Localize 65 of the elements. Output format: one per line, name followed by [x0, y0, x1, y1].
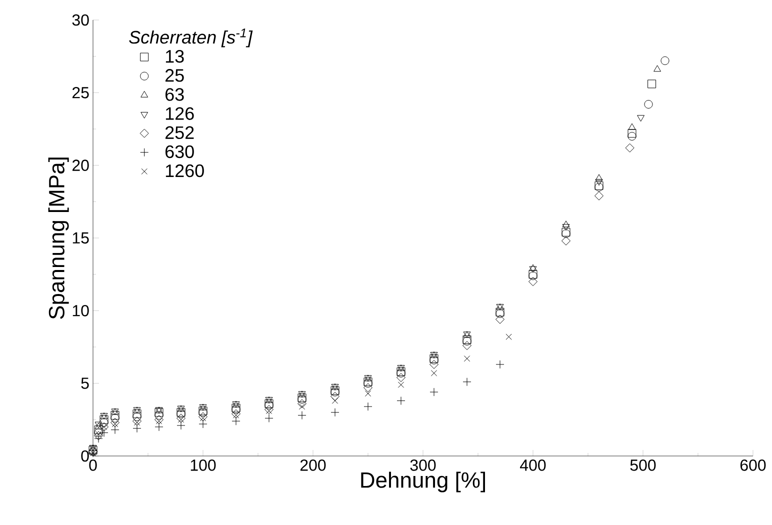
point	[430, 370, 438, 376]
point	[232, 412, 240, 418]
point	[637, 115, 645, 122]
point	[88, 446, 98, 454]
point	[398, 382, 404, 388]
legend-label: 630	[165, 145, 194, 158]
point	[94, 426, 103, 434]
point	[529, 264, 537, 271]
point	[132, 416, 142, 426]
y-tick-label: 10	[72, 305, 89, 316]
point	[110, 411, 120, 420]
point	[156, 418, 162, 424]
point	[648, 80, 656, 88]
point	[134, 419, 140, 426]
point	[562, 220, 570, 228]
point	[628, 129, 636, 138]
x-tick-label: 0	[89, 460, 97, 471]
point	[654, 65, 662, 72]
y-tick-label: 20	[72, 160, 89, 171]
point	[562, 224, 570, 231]
x-tick-label: 300	[410, 460, 436, 471]
point	[110, 414, 120, 422]
legend-label: 25	[165, 69, 184, 82]
x-axis-title: Dehnung [%]	[361, 472, 485, 492]
point	[628, 132, 636, 141]
point	[528, 277, 538, 286]
point	[112, 420, 118, 428]
legend-label: 126	[166, 107, 194, 120]
legend-label: 13	[166, 50, 184, 63]
legend-label: 252	[165, 126, 194, 140]
point	[178, 416, 184, 423]
point	[132, 410, 142, 418]
point	[132, 412, 142, 421]
point	[628, 123, 636, 130]
legend-label: 1260	[166, 164, 204, 178]
x-tick-label: 400	[520, 460, 546, 471]
point	[496, 314, 504, 324]
y-tick-label: 30	[72, 14, 89, 26]
legend-title: Scherraten [s$^{-1}$]	[129, 28, 253, 48]
point	[364, 390, 372, 397]
x-tick-label: 600	[740, 460, 766, 471]
point	[595, 174, 603, 181]
x-tick-label: 500	[630, 460, 656, 471]
point	[660, 56, 670, 65]
x-tick-label: 100	[190, 460, 216, 471]
y-tick-label: 5	[81, 378, 89, 389]
point	[594, 191, 604, 200]
point	[529, 266, 537, 273]
point	[562, 236, 570, 246]
point	[100, 418, 108, 427]
point	[298, 403, 306, 410]
point	[154, 411, 164, 420]
y-tick-label: 25	[72, 87, 89, 98]
x-tick-label: 200	[300, 460, 326, 471]
y-axis-title: Spannung [MPa]	[48, 158, 69, 319]
point	[506, 334, 512, 340]
y-tick-label: 0	[81, 450, 89, 462]
y-tick-label: 15	[72, 232, 89, 244]
point	[464, 356, 470, 362]
point	[200, 415, 206, 422]
point	[266, 408, 272, 414]
point	[595, 179, 603, 186]
legend-label: 63	[165, 88, 184, 101]
point	[644, 100, 653, 109]
point	[332, 398, 338, 404]
